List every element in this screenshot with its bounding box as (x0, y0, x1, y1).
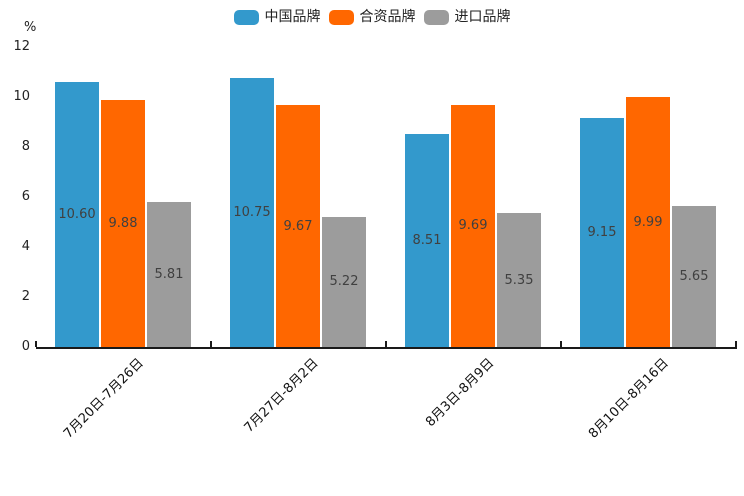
legend-swatch-icon (423, 9, 449, 25)
bar: 5.65 (672, 205, 716, 347)
x-tick-label: 8月3日-8月9日 (422, 355, 497, 430)
x-axis-tick (560, 341, 562, 347)
bar-value-label: 5.35 (504, 272, 534, 288)
bar-value-label: 9.69 (458, 218, 488, 234)
y-tick-label: 2 (21, 289, 30, 304)
bar-value-label: 5.22 (329, 274, 359, 290)
x-axis-tick (210, 341, 212, 347)
bar: 10.60 (55, 82, 99, 347)
y-tick-label: 10 (13, 89, 30, 104)
legend-swatch-icon (328, 9, 354, 25)
legend-label: 合资品牌 (359, 9, 416, 25)
bar-value-label: 5.81 (154, 266, 184, 282)
bar: 5.22 (322, 216, 366, 347)
bar: 9.88 (101, 100, 145, 347)
bar: 5.35 (497, 213, 541, 347)
y-tick-label: 4 (21, 239, 30, 254)
legend-swatch-icon (233, 9, 259, 25)
bar-value-label: 9.67 (283, 218, 313, 234)
bar-value-label: 8.51 (412, 233, 442, 249)
legend-item[interactable]: 合资品牌 (328, 8, 416, 26)
y-tick-label: 0 (21, 339, 30, 354)
bar: 9.99 (626, 97, 670, 347)
bar-value-label: 10.75 (233, 205, 271, 221)
legend-label: 中国品牌 (264, 9, 321, 25)
x-tick-label: 7月27日-8月2日 (241, 355, 322, 436)
bar: 9.67 (276, 105, 320, 347)
bar-value-label: 9.99 (633, 214, 663, 230)
bar-value-label: 5.65 (679, 268, 709, 284)
y-tick-label: 12 (13, 39, 30, 54)
legend-item[interactable]: 进口品牌 (423, 8, 511, 26)
y-axis-unit-label: % (24, 20, 37, 35)
bar-value-label: 9.15 (587, 225, 617, 241)
bar-value-label: 9.88 (108, 216, 138, 231)
x-axis-tick (35, 341, 37, 347)
legend: 中国品牌 合资品牌 进口品牌 (0, 8, 744, 26)
bar-value-label: 10.60 (58, 207, 96, 222)
x-axis-tick (385, 341, 387, 347)
y-tick-label: 8 (21, 139, 30, 154)
bar: 5.81 (147, 201, 191, 347)
x-tick-label: 8月10日-8月16日 (586, 355, 672, 442)
x-axis-tick (735, 341, 737, 347)
x-tick-label: 7月20日-7月26日 (61, 355, 147, 442)
bar: 9.69 (451, 104, 495, 347)
x-axis-line (36, 347, 737, 349)
bar: 8.51 (405, 134, 449, 347)
bar: 9.15 (580, 118, 624, 347)
legend-item[interactable]: 中国品牌 (233, 8, 321, 26)
legend-label: 进口品牌 (454, 9, 511, 25)
y-tick-label: 6 (21, 189, 30, 204)
bar: 10.75 (230, 78, 274, 347)
